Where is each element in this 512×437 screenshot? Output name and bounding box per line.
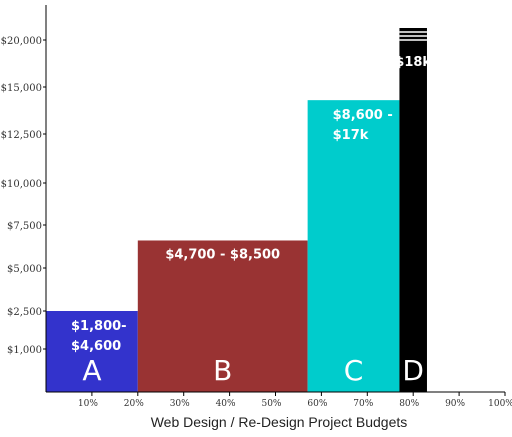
x-ticks-layer: 10% 20% 30% 40% 50% 60% 70% 80% 90% 100% [78,392,512,409]
bar-d-letter: D [402,354,424,387]
bar-a-letter: A [82,354,101,387]
bar-b-letter: B [213,354,232,387]
x-tick-label: 90% [445,399,465,409]
x-tick-label: 10% [78,399,98,409]
bar-c-range-label: $8,600 - [333,108,393,123]
bar-b-range-label: $4,700 - $8,500 [165,247,280,262]
x-tick-label: 20% [124,399,144,409]
bar-d [399,28,427,392]
bar-d-range-label: $18k [395,55,431,70]
bar-c-letter: C [344,354,364,387]
bar-c [307,100,400,392]
x-tick-label: 60% [307,399,327,409]
bar-b [137,240,308,392]
x-tick-label: 30% [170,399,190,409]
y-ticks-layer: $1,000 $2,500 $5,000 $7,500 $10,000 $12,500 $1… [1,36,46,356]
y-tick-label: $10,000 [1,179,42,190]
y-tick-label: $5,000 [7,264,42,275]
y-tick-label: $2,500 [7,307,42,318]
y-tick-label: $20,000 [1,36,42,47]
y-tick-label: $1,000 [7,345,42,356]
x-tick-label: 50% [261,399,281,409]
x-tick-label: 80% [399,399,419,409]
bar-c-range-label: $17k [333,128,369,143]
bar-a-range-label: $4,600 [71,339,121,354]
x-axis-label: Web Design / Re-Design Project Budgets [151,414,408,430]
y-tick-label: $12,500 [1,130,42,141]
y-tick-label: $15,000 [1,83,42,94]
bar-a [46,311,138,392]
x-tick-label: 70% [353,399,373,409]
x-tick-label: 100% [488,399,512,409]
y-tick-label: $7,500 [7,221,42,232]
bar-a-range-label: $1,800- [71,319,127,334]
x-tick-label: 40% [216,399,236,409]
